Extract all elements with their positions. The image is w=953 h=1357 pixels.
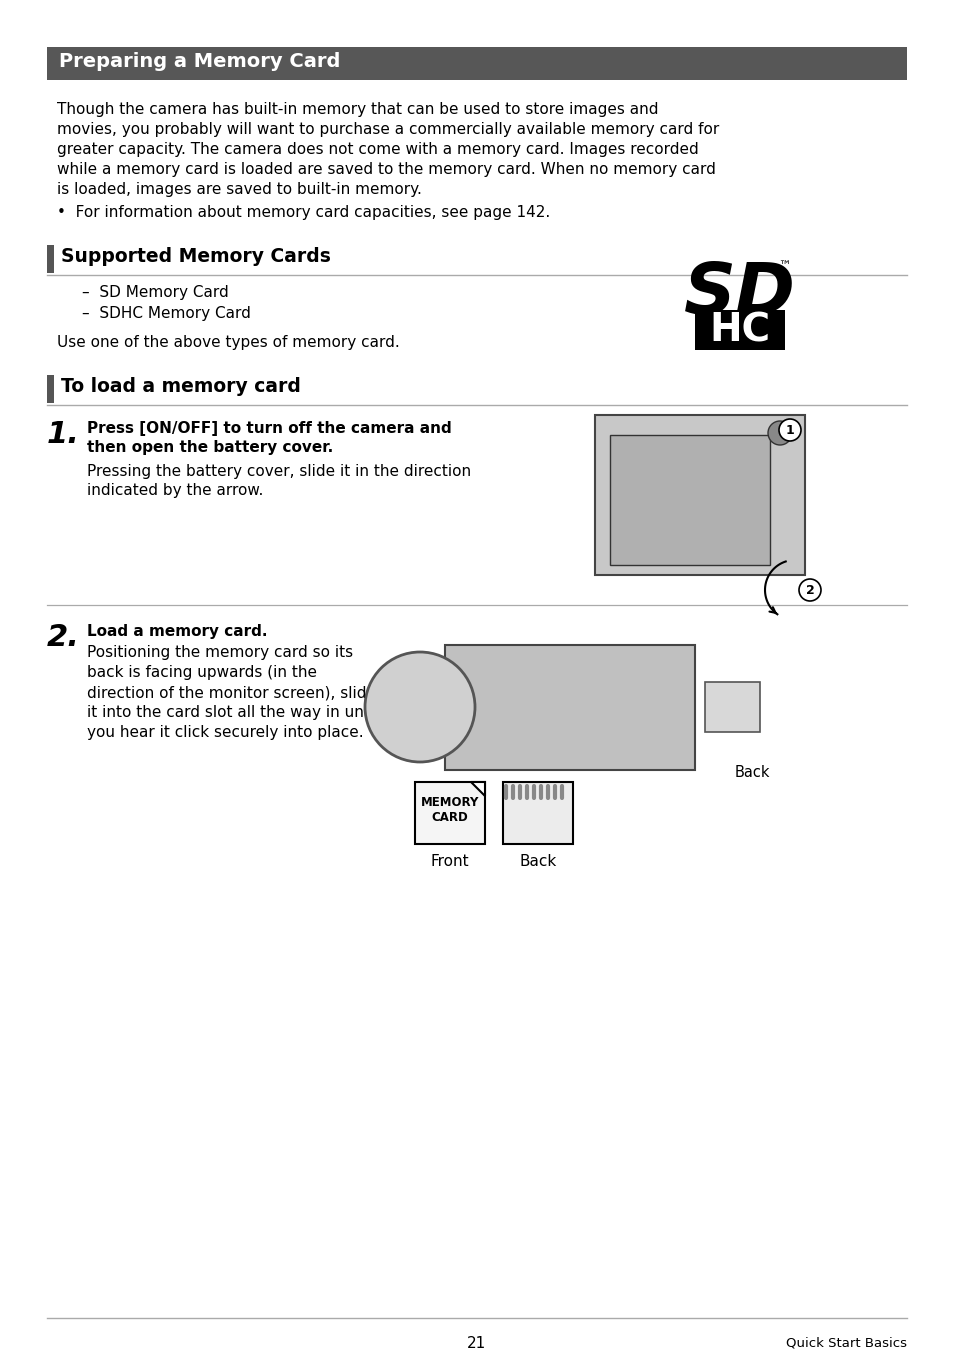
Circle shape xyxy=(799,579,821,601)
Text: 2.: 2. xyxy=(47,623,80,651)
Text: To load a memory card: To load a memory card xyxy=(61,377,300,396)
Text: Pressing the battery cover, slide it in the direction: Pressing the battery cover, slide it in … xyxy=(87,464,471,479)
Bar xyxy=(695,309,784,350)
Text: while a memory card is loaded are saved to the memory card. When no memory card: while a memory card is loaded are saved … xyxy=(57,161,715,176)
Polygon shape xyxy=(471,782,484,797)
Bar xyxy=(47,375,54,403)
Text: –  SD Memory Card: – SD Memory Card xyxy=(82,285,229,300)
Text: 1: 1 xyxy=(785,423,794,437)
Text: Supported Memory Cards: Supported Memory Cards xyxy=(61,247,331,266)
Text: •  For information about memory card capacities, see page 142.: • For information about memory card capa… xyxy=(57,205,550,220)
Text: 1.: 1. xyxy=(47,421,80,449)
Bar xyxy=(415,782,484,844)
Text: you hear it click securely into place.: you hear it click securely into place. xyxy=(87,725,363,740)
Text: it into the card slot all the way in until: it into the card slot all the way in unt… xyxy=(87,706,378,721)
Text: movies, you probably will want to purchase a commercially available memory card : movies, you probably will want to purcha… xyxy=(57,122,719,137)
Text: 2: 2 xyxy=(804,584,814,597)
Circle shape xyxy=(365,651,475,763)
Bar xyxy=(47,246,54,273)
Text: Use one of the above types of memory card.: Use one of the above types of memory car… xyxy=(57,335,399,350)
Text: Press [ON/OFF] to turn off the camera and: Press [ON/OFF] to turn off the camera an… xyxy=(87,421,452,436)
Text: Back: Back xyxy=(518,854,556,868)
Circle shape xyxy=(767,421,791,445)
Bar xyxy=(595,415,804,575)
Text: back is facing upwards (in the: back is facing upwards (in the xyxy=(87,665,316,680)
Text: MEMORY
CARD: MEMORY CARD xyxy=(420,797,478,824)
Text: Back: Back xyxy=(734,765,770,780)
Text: HC: HC xyxy=(709,312,770,350)
Text: SD: SD xyxy=(683,261,795,328)
Text: ™: ™ xyxy=(778,261,790,273)
Text: greater capacity. The camera does not come with a memory card. Images recorded: greater capacity. The camera does not co… xyxy=(57,142,698,157)
Text: is loaded, images are saved to built-in memory.: is loaded, images are saved to built-in … xyxy=(57,182,421,197)
Text: Quick Start Basics: Quick Start Basics xyxy=(785,1337,906,1349)
Text: 21: 21 xyxy=(467,1337,486,1352)
Text: Positioning the memory card so its: Positioning the memory card so its xyxy=(87,645,353,660)
Bar xyxy=(609,436,769,565)
Bar xyxy=(444,645,695,769)
Text: –  SDHC Memory Card: – SDHC Memory Card xyxy=(82,305,251,322)
Circle shape xyxy=(779,419,801,441)
Text: Though the camera has built-in memory that can be used to store images and: Though the camera has built-in memory th… xyxy=(57,102,658,117)
Text: then open the battery cover.: then open the battery cover. xyxy=(87,440,333,455)
Bar xyxy=(47,47,906,80)
Text: Preparing a Memory Card: Preparing a Memory Card xyxy=(59,52,340,71)
Bar xyxy=(704,683,760,731)
Text: Load a memory card.: Load a memory card. xyxy=(87,624,267,639)
Text: Front: Front xyxy=(430,854,469,868)
Text: direction of the monitor screen), slide: direction of the monitor screen), slide xyxy=(87,685,375,700)
Bar xyxy=(502,782,573,844)
Text: indicated by the arrow.: indicated by the arrow. xyxy=(87,483,263,498)
